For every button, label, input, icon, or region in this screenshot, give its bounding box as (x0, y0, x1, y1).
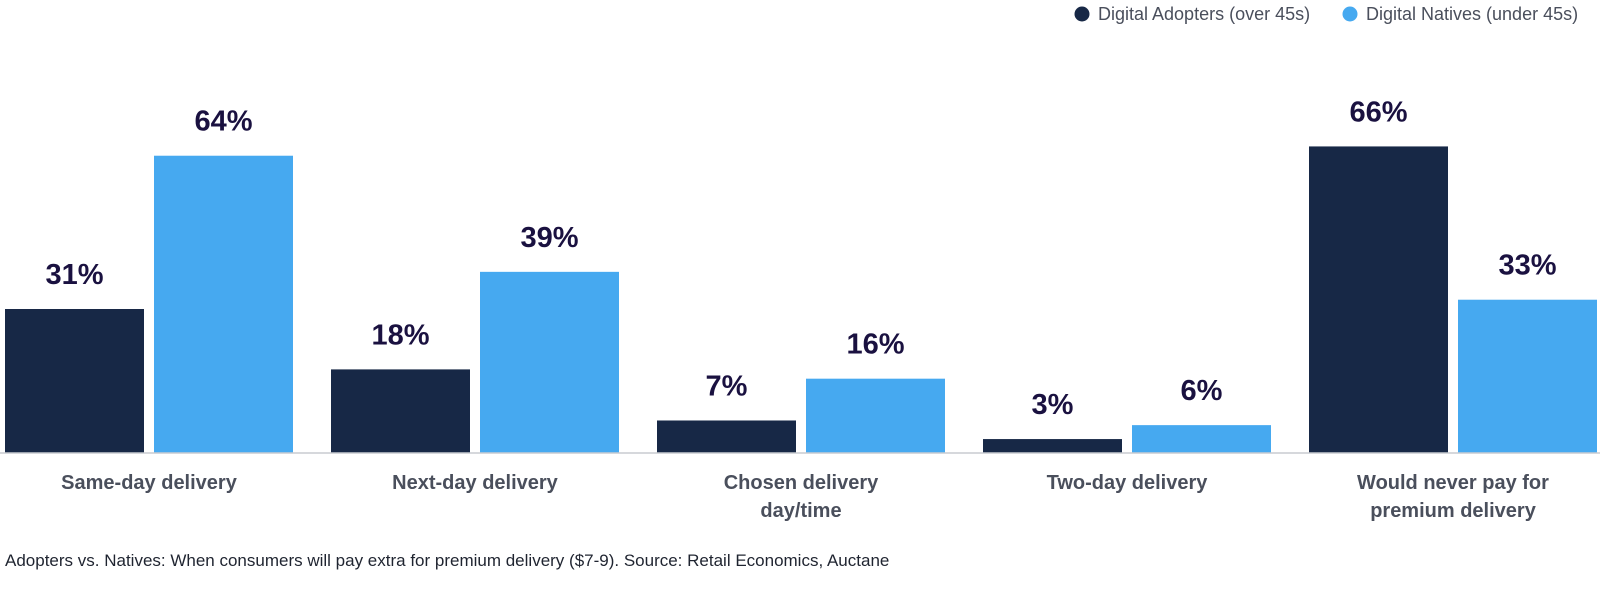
category-label-2-line-1: day/time (760, 500, 841, 522)
legend: Digital Adopters (over 45s) Digital Nativ… (1074, 4, 1578, 24)
value-label-natives-0: 64% (194, 106, 252, 138)
value-label-adopters-3: 3% (1032, 389, 1074, 421)
legend-label-adopters: Digital Adopters (over 45s) (1098, 4, 1310, 24)
bar-adopters-2 (657, 420, 796, 453)
legend-swatch-adopters (1074, 6, 1090, 22)
value-label-natives-2: 16% (846, 329, 904, 361)
value-label-adopters-4: 66% (1349, 96, 1407, 128)
value-label-natives-3: 6% (1181, 375, 1223, 407)
category-label-2-line-0: Chosen delivery (724, 472, 879, 494)
bar-adopters-3 (983, 439, 1122, 453)
bar-adopters-0 (5, 309, 144, 453)
legend-swatch-natives (1342, 6, 1358, 22)
bar-natives-3 (1132, 425, 1271, 453)
bars-group (5, 146, 1597, 453)
category-label-0: Same-day delivery (61, 472, 238, 494)
bar-natives-1 (480, 271, 619, 453)
bar-adopters-1 (331, 369, 470, 453)
bar-adopters-4 (1309, 146, 1448, 453)
legend-label-natives: Digital Natives (under 45s) (1366, 4, 1578, 24)
category-label-4-line-0: Would never pay for (1357, 472, 1549, 494)
value-label-adopters-0: 31% (45, 259, 103, 291)
value-label-natives-4: 33% (1498, 250, 1556, 282)
value-label-adopters-2: 7% (706, 370, 748, 402)
chart-caption: Adopters vs. Natives: When consumers wil… (5, 551, 889, 570)
bar-natives-0 (154, 155, 293, 453)
category-label-3: Two-day delivery (1047, 472, 1209, 494)
category-labels-group: Same-day delivery Next-day delivery Chosen… (61, 472, 1549, 522)
bar-natives-2 (806, 378, 945, 453)
bar-natives-4 (1458, 299, 1597, 453)
value-labels-group: 31% 64% 18% 39% 7% 16% 3% 6% 66% 33% (45, 96, 1556, 421)
value-label-adopters-1: 18% (371, 319, 429, 351)
value-label-natives-1: 39% (520, 222, 578, 254)
category-label-4-line-1: premium delivery (1370, 500, 1537, 522)
category-label-1: Next-day delivery (392, 472, 559, 494)
